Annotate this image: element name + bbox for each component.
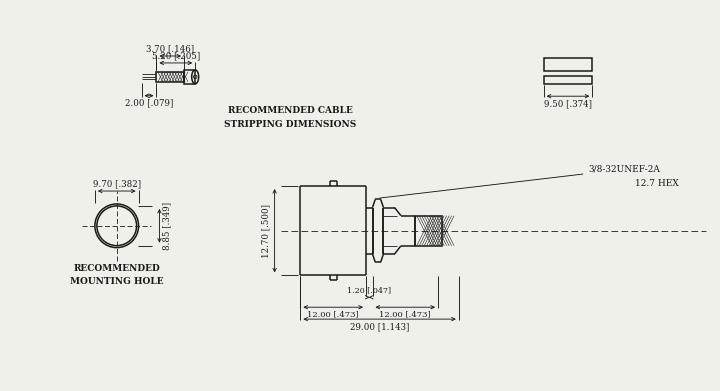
Text: 3.70 [.146]: 3.70 [.146]	[146, 44, 194, 53]
Text: 9.70 [.382]: 9.70 [.382]	[93, 179, 141, 188]
Text: 2.00 [.079]: 2.00 [.079]	[125, 99, 174, 108]
Text: 5.20 [.205]: 5.20 [.205]	[152, 51, 200, 60]
Text: 1.20 [.047]: 1.20 [.047]	[347, 286, 391, 294]
Bar	[184, 70, 195, 84]
Bar	[544, 59, 593, 72]
Text: RECOMMENDED CABLE
STRIPPING DIMENSIONS: RECOMMENDED CABLE STRIPPING DIMENSIONS	[225, 106, 356, 129]
Bar	[415, 216, 442, 246]
Text: RECOMMENDED
MOUNTING HOLE: RECOMMENDED MOUNTING HOLE	[70, 264, 163, 286]
Text: 12.00 [.473]: 12.00 [.473]	[307, 310, 359, 318]
Bar	[156, 72, 184, 82]
Text: 12.70 [.500]: 12.70 [.500]	[261, 204, 271, 258]
Text: 12.00 [.473]: 12.00 [.473]	[379, 310, 431, 318]
Text: 8.85 [.349]: 8.85 [.349]	[163, 202, 171, 250]
Text: 12.7 HEX: 12.7 HEX	[635, 179, 679, 188]
Text: 29.00 [1.143]: 29.00 [1.143]	[350, 322, 409, 331]
Bar	[544, 76, 593, 84]
Text: 3/8-32UNEF-2A: 3/8-32UNEF-2A	[379, 165, 660, 198]
Text: 9.50 [.374]: 9.50 [.374]	[544, 99, 592, 108]
